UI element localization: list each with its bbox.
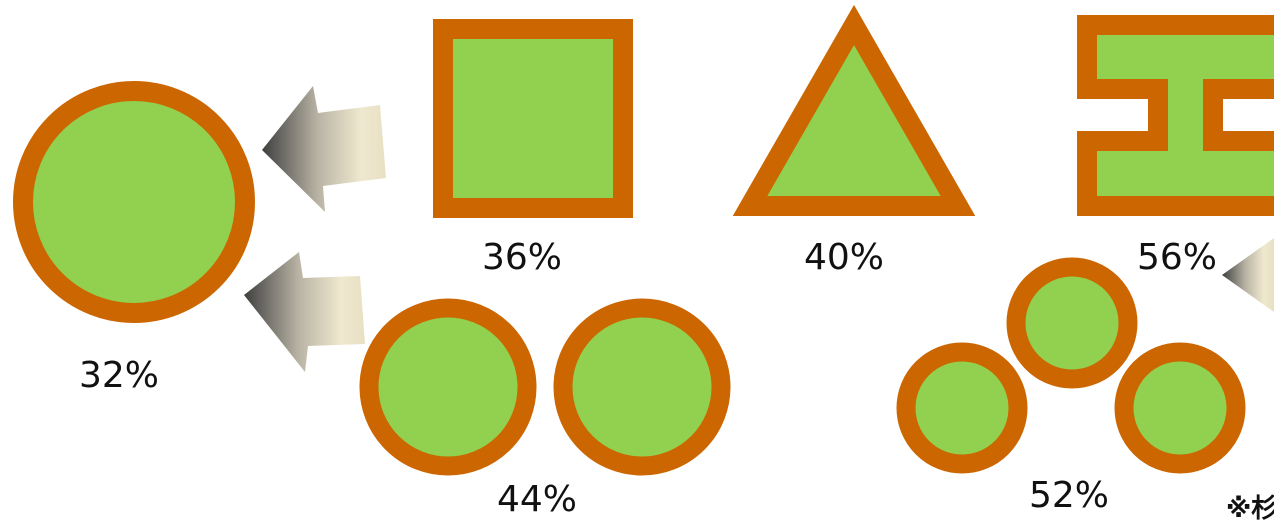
- triangle-shape: [732, 4, 976, 216]
- square-shape: [433, 19, 633, 218]
- i-beam-shape: [1077, 15, 1274, 216]
- three-circles-percentage: 52%: [1029, 475, 1110, 516]
- arrow-left-icon: [1222, 238, 1274, 312]
- footnote: ※杉: [1226, 494, 1274, 521]
- two-circles-percentage: 44%: [497, 479, 578, 520]
- arrow-left-icon: [244, 252, 365, 372]
- triangle-percentage: 40%: [804, 237, 885, 278]
- arrow-left-icon: [262, 86, 386, 212]
- circle-shape: [13, 81, 255, 323]
- three-circles-shape: [896, 257, 1246, 474]
- single-circle-percentage: 32%: [79, 355, 160, 396]
- i-beam-percentage: 56%: [1137, 237, 1218, 278]
- square-percentage: 36%: [482, 237, 563, 278]
- two-circles-shape: [359, 298, 731, 476]
